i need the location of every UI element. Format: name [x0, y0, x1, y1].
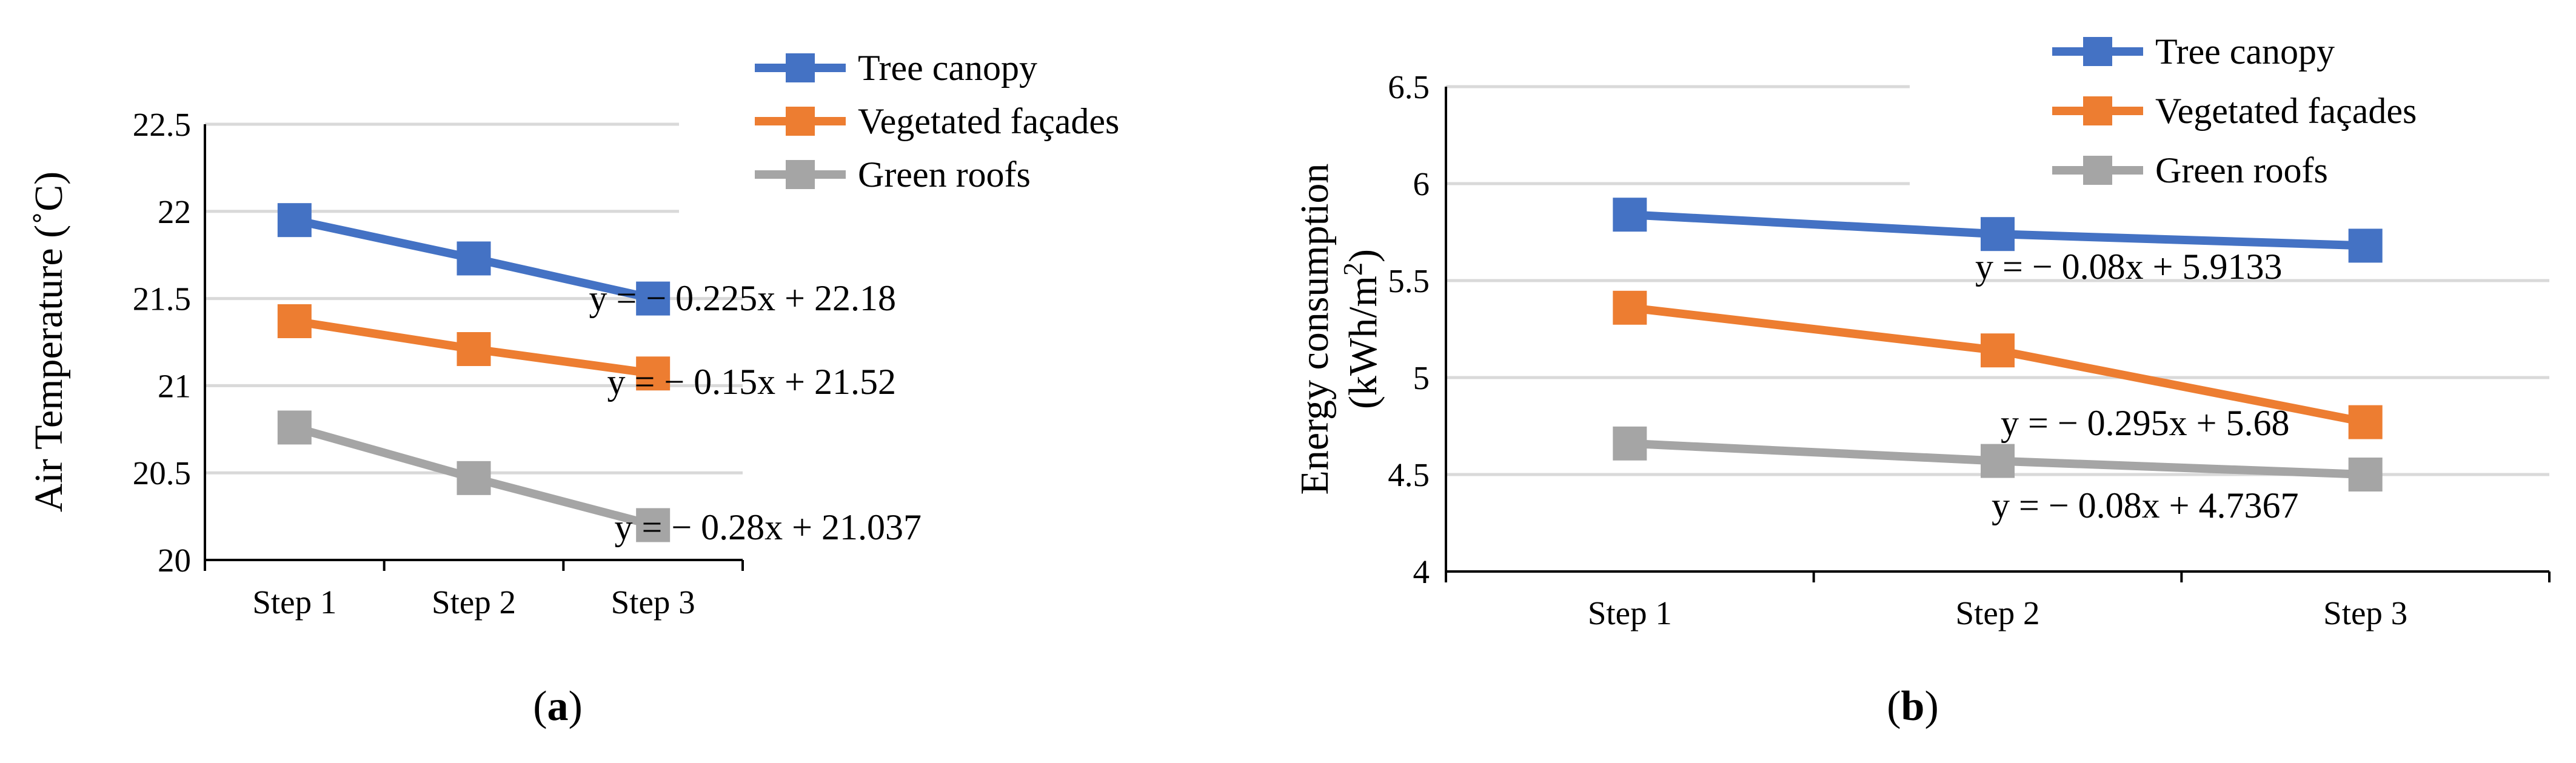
data-point-marker: [1613, 290, 1647, 325]
y-tick-label: 4.5: [1388, 456, 1430, 493]
x-tick-label: Step 1: [252, 584, 336, 621]
y-tick-label: 21.5: [133, 281, 191, 318]
legend-marker: [786, 53, 815, 82]
caption-close: ): [1924, 683, 1938, 730]
chart-panel-a: 20 20.5 21 21.5 22 22.5 Step 1 Step 2 Step 3 Air …: [27, 48, 1119, 730]
legend-marker: [786, 160, 815, 189]
y-tick-label: 22.5: [133, 106, 191, 143]
legend-marker: [2083, 156, 2112, 185]
legend-label: Vegetated façades: [2155, 91, 2417, 131]
legend-marker: [786, 107, 815, 136]
y-axis-unit-close: ): [1341, 249, 1385, 262]
data-point-marker: [636, 356, 671, 391]
trendline-equation: y = − 0.08x + 4.7367: [1992, 485, 2299, 525]
y-axis-title-line1: Energy consumption: [1293, 164, 1337, 495]
legend-label: Green roofs: [2155, 150, 2328, 190]
data-point-marker: [457, 241, 491, 276]
y-axis-unit-superscript: 2: [1338, 262, 1368, 276]
legend-label: Vegetated façades: [858, 101, 1119, 141]
y-tick-label: 20: [158, 542, 191, 579]
caption-letter: b: [1901, 683, 1925, 730]
legend-label: Green roofs: [858, 155, 1031, 195]
data-point-marker: [277, 304, 312, 338]
y-tick-label: 21: [158, 367, 191, 404]
data-point-marker: [277, 410, 312, 445]
y-axis-title-line2: (kWh/m2): [1338, 249, 1385, 409]
y-tick-label: 6.5: [1388, 68, 1430, 105]
data-point-marker: [2348, 228, 2383, 263]
caption-letter: a: [547, 683, 569, 730]
data-point-marker: [277, 203, 312, 238]
data-point-marker: [457, 461, 491, 495]
trendline-equation: y = − 0.28x + 21.037: [614, 507, 922, 547]
trendline-equation: y = − 0.225x + 22.18: [589, 278, 896, 318]
panel-caption: (b): [1887, 683, 1939, 730]
data-point-marker: [1613, 198, 1647, 232]
x-tick-label: Step 2: [432, 584, 516, 621]
data-point-marker: [636, 281, 671, 316]
legend-label: Tree canopy: [2155, 32, 2335, 72]
data-point-marker: [1613, 426, 1647, 461]
y-tick-label: 5: [1413, 359, 1430, 396]
x-tick-label: Step 3: [2323, 595, 2407, 631]
trendline-equation: y = − 0.08x + 5.9133: [1975, 247, 2283, 287]
x-tick-label: Step 1: [1588, 595, 1672, 631]
x-tick-label: Step 3: [611, 584, 695, 621]
chart-panel-b: 4 4.5 5 5.5 6 6.5 Step 1 Step 2 Step 3 Energy con…: [1293, 32, 2551, 730]
trendline-equation: y = − 0.295x + 5.68: [2001, 403, 2290, 443]
data-point-marker: [457, 332, 491, 367]
y-tick-label: 4: [1413, 553, 1430, 590]
y-tick-label: 5.5: [1388, 262, 1430, 299]
trendline-equation: y = − 0.15x + 21.52: [607, 362, 896, 402]
y-axis-title: Air Temperature (˚C): [27, 172, 71, 512]
panel-caption: (a): [533, 683, 583, 730]
legend-marker: [2083, 96, 2112, 125]
x-tick-label: Step 2: [1955, 595, 2039, 631]
data-point-marker: [636, 508, 671, 542]
data-point-marker: [1981, 333, 2015, 368]
caption-open: (: [1887, 683, 1901, 730]
data-point-marker: [2348, 405, 2383, 439]
y-tick-label: 20.5: [133, 455, 191, 491]
data-point-marker: [2348, 458, 2383, 491]
caption-open: (: [533, 683, 547, 730]
legend-label: Tree canopy: [858, 48, 1037, 88]
caption-close: ): [569, 683, 583, 730]
data-point-marker: [1981, 444, 2015, 478]
y-tick-label: 22: [158, 193, 191, 230]
legend-marker: [2083, 37, 2112, 66]
y-axis-unit: (kWh/m: [1341, 276, 1385, 409]
y-tick-label: 6: [1413, 165, 1430, 202]
data-point-marker: [1981, 217, 2015, 252]
